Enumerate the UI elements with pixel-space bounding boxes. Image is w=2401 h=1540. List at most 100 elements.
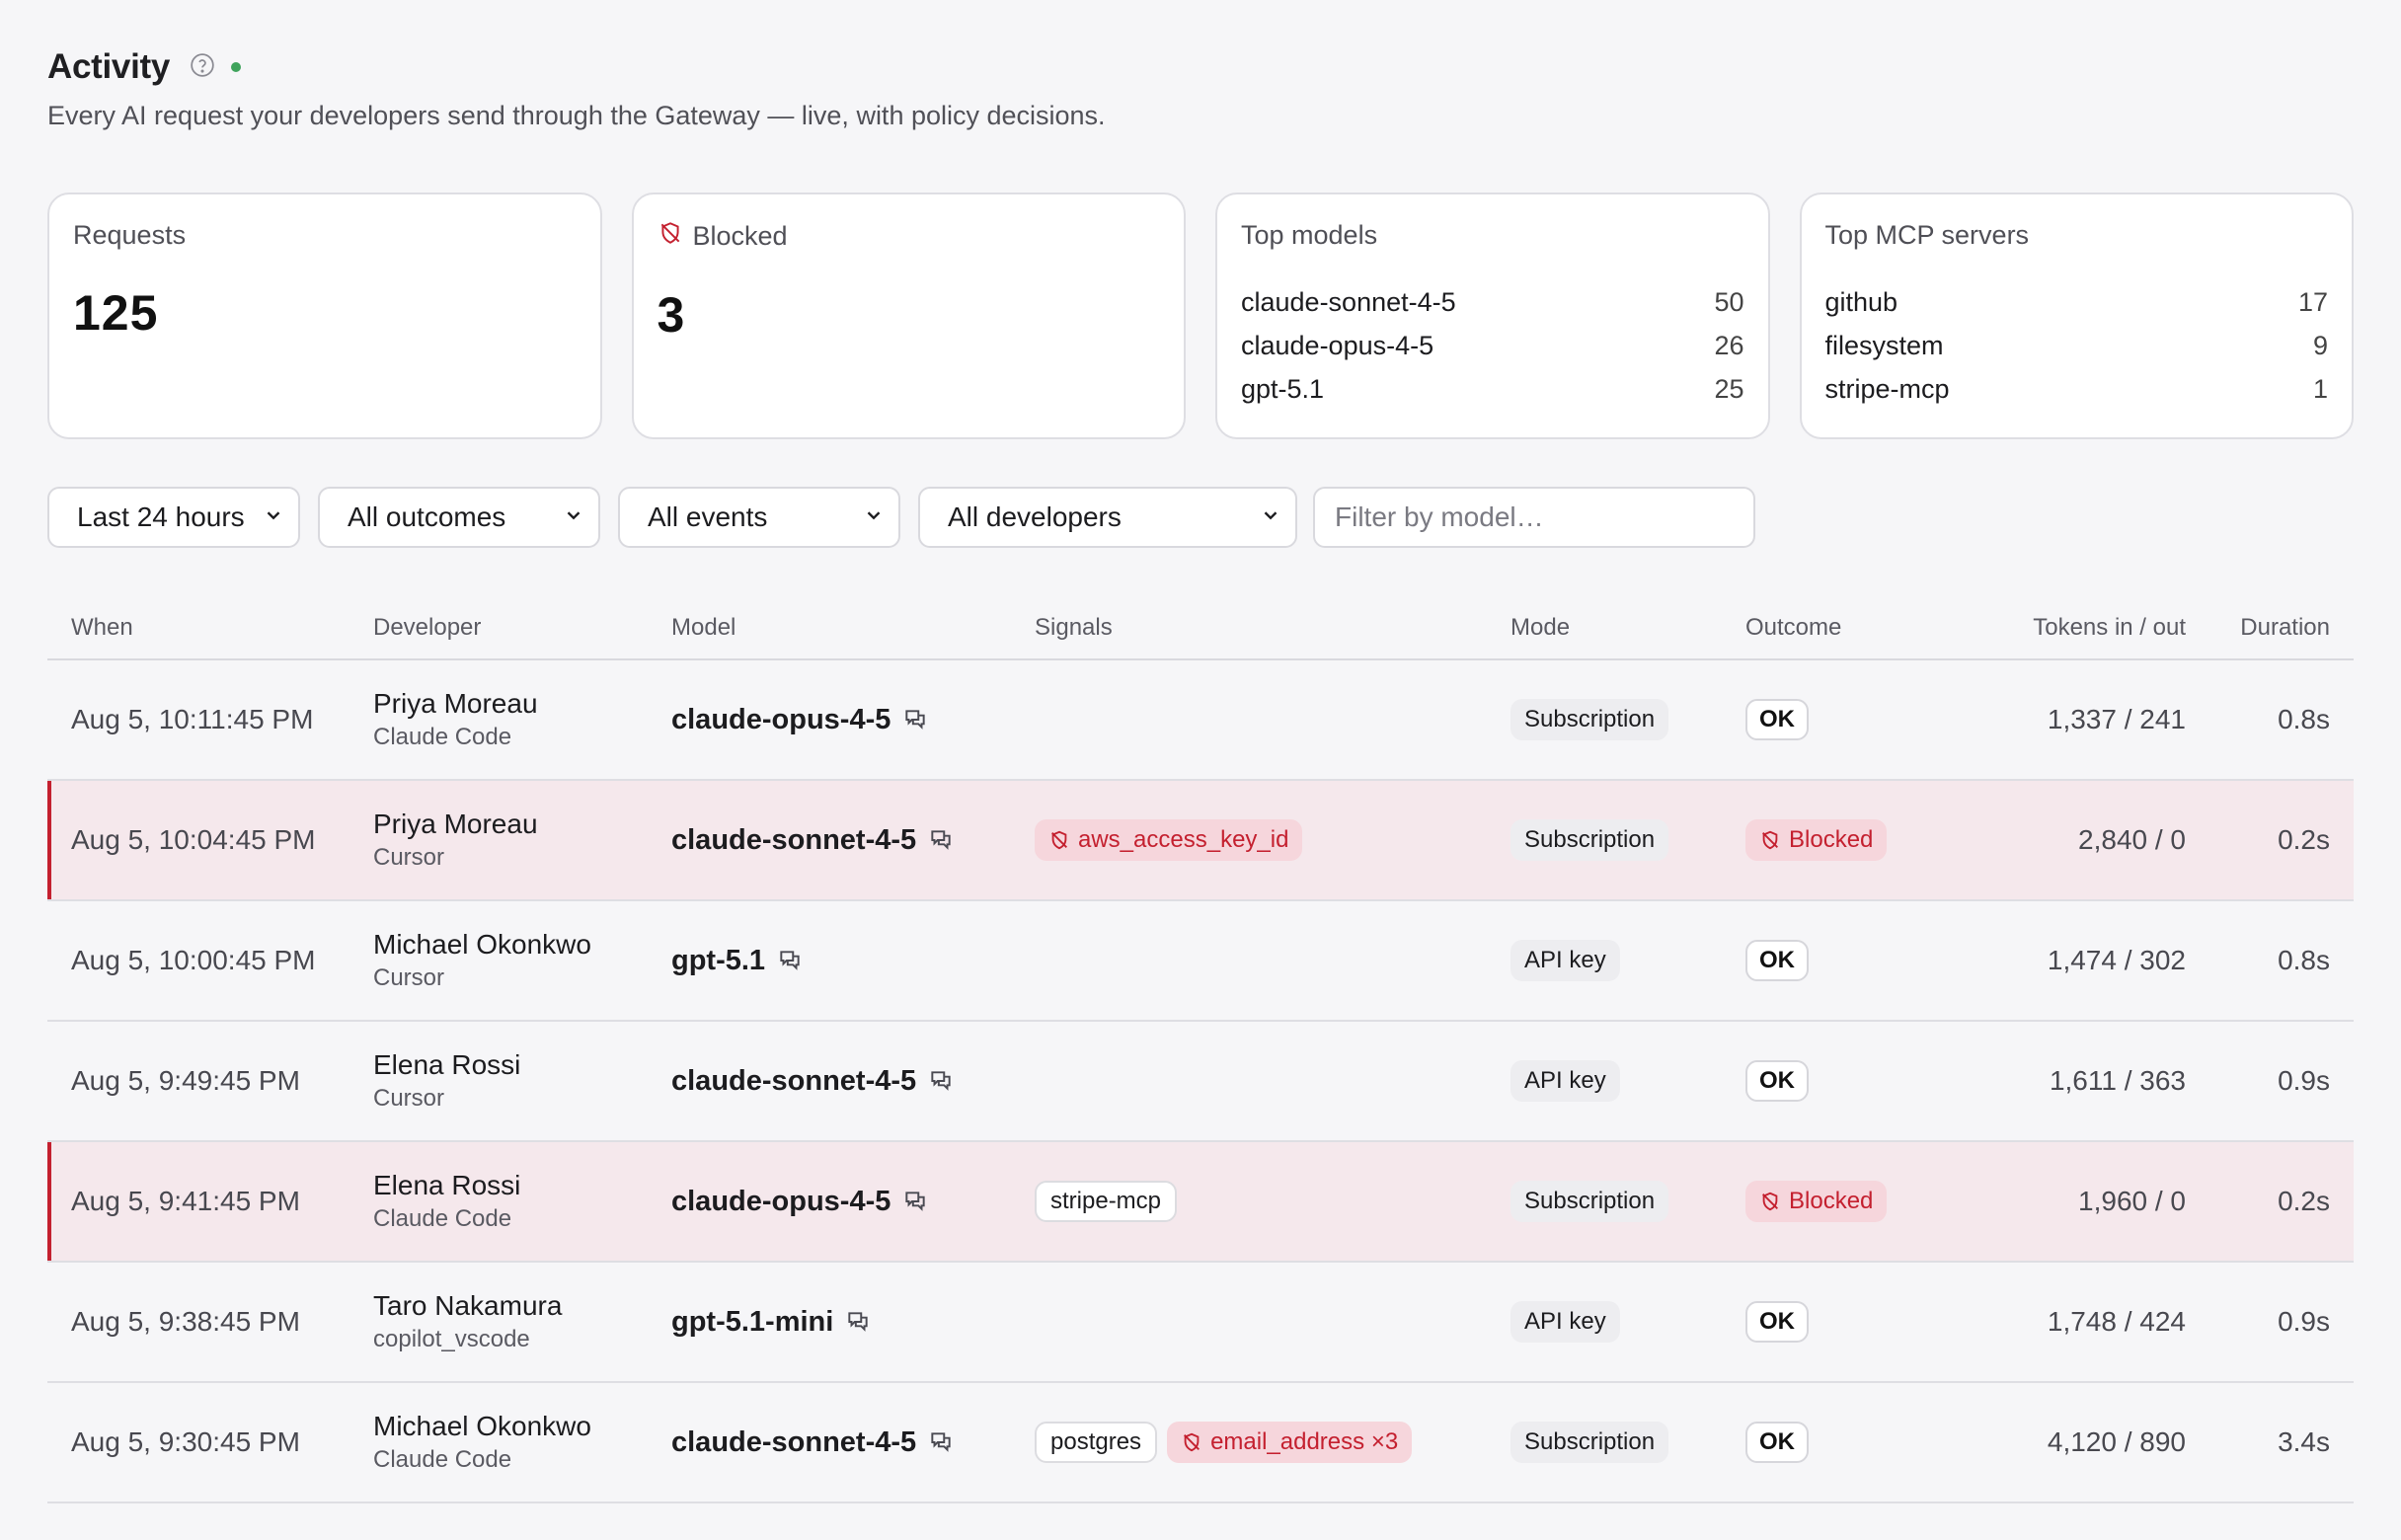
column-header-mode[interactable]: Mode <box>1510 614 1571 641</box>
redaction-shield-icon <box>1181 1431 1202 1453</box>
time-range-select[interactable]: Last 24 hours <box>47 487 300 548</box>
model-name: claude-opus-4-5 <box>671 703 891 735</box>
signals-cell: postgres email_address ×3 <box>1035 1422 1510 1463</box>
activity-page: Activity Every AI request your developer… <box>47 47 2354 1503</box>
mode-badge: Subscription <box>1510 1422 1669 1463</box>
conversation-icon[interactable] <box>777 948 803 973</box>
duration: 0.2s <box>2278 824 2330 855</box>
duration: 0.9s <box>2278 1065 2330 1096</box>
outcome-badge: OK <box>1745 1060 1809 1102</box>
mode-badge: Subscription <box>1510 699 1669 740</box>
chevron-down-icon <box>263 501 284 533</box>
developer-name: Taro Nakamura <box>373 1290 563 1321</box>
table-row[interactable]: Aug 5, 9:49:45 PM Elena Rossi Cursor claude… <box>47 1022 2354 1142</box>
token-count: 1,474 / 302 <box>2047 945 2186 975</box>
conversation-icon[interactable] <box>845 1309 871 1335</box>
developer-select[interactable]: All developers <box>918 487 1297 548</box>
token-count: 1,337 / 241 <box>2047 704 2186 734</box>
signal-chip[interactable]: aws_access_key_id <box>1035 819 1303 861</box>
table-header: When Developer Model Signals Mode Outcom… <box>47 597 2354 660</box>
duration: 0.9s <box>2278 1306 2330 1337</box>
conversation-icon[interactable] <box>928 1068 954 1094</box>
page-subtitle: Every AI request your developers send th… <box>47 101 1106 130</box>
page-header: Activity <box>47 47 2354 87</box>
mode-badge: API key <box>1510 940 1620 981</box>
help-icon[interactable] <box>186 52 215 83</box>
developer-client: copilot_vscode <box>373 1326 530 1352</box>
model-filter-input[interactable] <box>1313 487 1755 548</box>
developer-name: Michael Okonkwo <box>373 1411 591 1441</box>
request-time: Aug 5, 10:00:45 PM <box>71 945 316 975</box>
top-mcp-label: Top MCP servers <box>1824 220 2030 250</box>
blocked-shield-icon <box>658 220 683 253</box>
token-count: 4,120 / 890 <box>2047 1426 2186 1457</box>
mode-badge: API key <box>1510 1060 1620 1102</box>
column-header-tokens[interactable]: Tokens in / out <box>2033 614 2186 641</box>
signal-chip[interactable]: stripe-mcp <box>1035 1181 1178 1222</box>
model-name: claude-sonnet-4-5 <box>671 1425 917 1458</box>
column-header-signals[interactable]: Signals <box>1035 614 1113 641</box>
requests-value: 125 <box>73 285 159 341</box>
blocked-card: Blocked 3 <box>631 192 1186 439</box>
duration: 0.2s <box>2278 1186 2330 1216</box>
signal-chip[interactable]: postgres <box>1035 1422 1158 1463</box>
requests-card: Requests 125 <box>47 192 602 439</box>
top-models-label: Top models <box>1241 220 1378 250</box>
table-row[interactable]: Aug 5, 10:11:45 PM Priya Moreau Claude Cod… <box>47 660 2354 781</box>
developer-client: Claude Code <box>373 724 512 750</box>
blocked-shield-icon <box>1759 829 1781 851</box>
column-header-outcome[interactable]: Outcome <box>1745 614 1842 641</box>
top-model-item: claude-opus-4-5 26 <box>1241 331 1744 360</box>
table-row[interactable]: Aug 5, 10:00:45 PM Michael Okonkwo Cursor g… <box>47 901 2354 1022</box>
live-status-dot <box>231 62 242 72</box>
activity-table: When Developer Model Signals Mode Outcom… <box>47 597 2354 1503</box>
model-name: claude-sonnet-4-5 <box>671 1064 917 1097</box>
top-mcp-item: filesystem 9 <box>1824 331 2329 360</box>
page-title: Activity <box>47 47 171 86</box>
blocked-label: Blocked <box>692 221 788 251</box>
requests-label: Requests <box>73 220 187 250</box>
developer-client: Claude Code <box>373 1446 512 1473</box>
table-row[interactable]: Aug 5, 10:04:45 PM Priya Moreau Cursor clau… <box>47 781 2354 901</box>
duration: 3.4s <box>2278 1426 2330 1457</box>
model-name: gpt-5.1-mini <box>671 1305 834 1338</box>
event-select[interactable]: All events <box>618 487 900 548</box>
developer-name: Elena Rossi <box>373 1170 521 1200</box>
filter-bar: Last 24 hours All outcomes All events Al… <box>47 487 2354 548</box>
column-header-model[interactable]: Model <box>671 614 736 641</box>
model-name: claude-sonnet-4-5 <box>671 823 917 856</box>
model-name: claude-opus-4-5 <box>671 1185 891 1217</box>
token-count: 1,960 / 0 <box>2078 1186 2186 1216</box>
top-mcp-item: stripe-mcp 1 <box>1824 374 2329 404</box>
table-row[interactable]: Aug 5, 9:38:45 PM Taro Nakamura copilot_vs… <box>47 1263 2354 1383</box>
top-mcp-card: Top MCP servers github 17 filesystem 9 s… <box>1799 192 2354 439</box>
table-body: Aug 5, 10:11:45 PM Priya Moreau Claude Cod… <box>47 660 2354 1503</box>
outcome-select[interactable]: All outcomes <box>318 487 600 548</box>
conversation-icon[interactable] <box>928 827 954 853</box>
table-row[interactable]: Aug 5, 9:41:45 PM Elena Rossi Claude Code c… <box>47 1142 2354 1263</box>
developer-name: Priya Moreau <box>373 688 538 719</box>
top-model-item: gpt-5.1 25 <box>1241 374 1744 404</box>
request-time: Aug 5, 9:49:45 PM <box>71 1065 300 1096</box>
column-header-when[interactable]: When <box>71 614 133 641</box>
conversation-icon[interactable] <box>902 707 928 732</box>
duration: 0.8s <box>2278 704 2330 734</box>
table-row[interactable]: Aug 5, 9:30:45 PM Michael Okonkwo Claude C… <box>47 1383 2354 1503</box>
top-mcp-item: github 17 <box>1824 287 2329 317</box>
developer-name: Elena Rossi <box>373 1049 521 1080</box>
request-time: Aug 5, 9:41:45 PM <box>71 1186 300 1216</box>
column-header-developer[interactable]: Developer <box>373 614 482 641</box>
developer-name: Priya Moreau <box>373 808 538 839</box>
redaction-shield-icon <box>1048 829 1070 851</box>
token-count: 1,611 / 363 <box>2049 1065 2186 1096</box>
outcome-badge: OK <box>1745 1301 1809 1343</box>
developer-client: Cursor <box>373 1085 445 1112</box>
conversation-icon[interactable] <box>902 1189 928 1214</box>
column-header-duration[interactable]: Duration <box>2240 614 2330 641</box>
outcome-badge: OK <box>1745 699 1809 740</box>
signal-chip[interactable]: email_address ×3 <box>1167 1422 1413 1463</box>
token-count: 2,840 / 0 <box>2078 824 2186 855</box>
developer-client: Claude Code <box>373 1205 512 1232</box>
conversation-icon[interactable] <box>928 1429 954 1455</box>
request-time: Aug 5, 10:04:45 PM <box>71 824 316 855</box>
